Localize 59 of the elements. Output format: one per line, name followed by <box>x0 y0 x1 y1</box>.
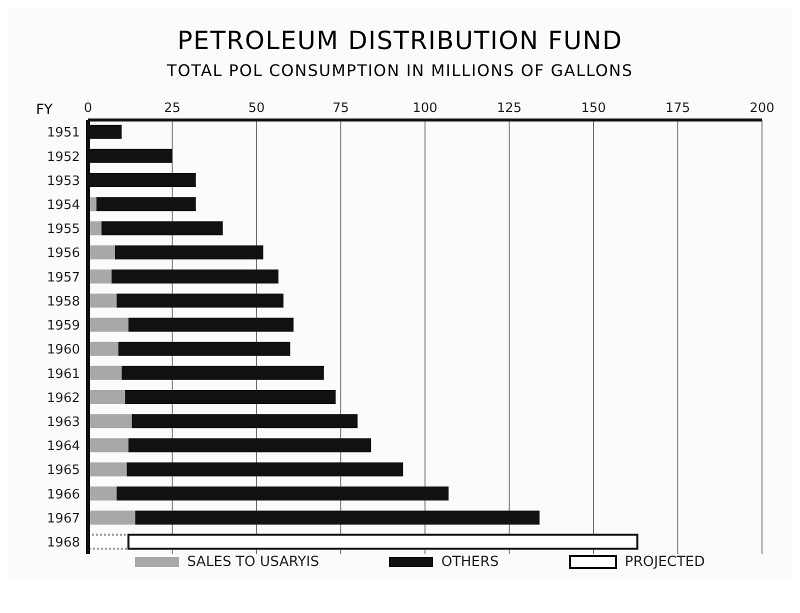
bar <box>88 318 128 332</box>
bar <box>88 486 117 500</box>
y-tick-label: 1965 <box>46 463 80 478</box>
x-tick-label: 25 <box>164 101 181 116</box>
bar <box>135 510 540 525</box>
bar <box>128 318 294 332</box>
bar <box>128 438 372 452</box>
bar <box>88 294 117 308</box>
bar <box>126 462 404 476</box>
bar <box>122 366 324 380</box>
bar <box>101 221 223 236</box>
x-tick-label: 50 <box>248 101 265 116</box>
bar <box>114 245 264 260</box>
y-tick-label: 1967 <box>46 511 80 526</box>
y-tick-label: 1953 <box>46 174 80 189</box>
x-tick-label: 0 <box>84 101 92 116</box>
y-tick-label: 1963 <box>46 415 80 430</box>
bar <box>88 462 127 476</box>
bar <box>88 269 112 284</box>
y-tick-label: 1951 <box>46 126 80 141</box>
chart-title: PETROLEUM DISTRIBUTION FUND <box>176 25 624 55</box>
bar <box>88 510 136 525</box>
y-tick-label: 1968 <box>46 536 80 551</box>
chart-subtitle: TOTAL POL CONSUMPTION IN MILLIONS OF GALLONS <box>166 60 634 80</box>
bar <box>88 390 126 404</box>
x-tick-label: 175 <box>665 101 690 116</box>
legend-label: SALES TO USARYIS <box>187 554 320 570</box>
bar <box>88 414 132 428</box>
x-tick-label: 150 <box>581 101 606 116</box>
bar <box>88 342 118 356</box>
x-tick-label: 75 <box>332 101 350 116</box>
x-tick-label: 100 <box>412 101 438 116</box>
y-tick-label: 1959 <box>46 318 80 334</box>
y-tick-label: 1962 <box>46 390 80 406</box>
y-tick-label: 1960 <box>46 342 80 358</box>
y-tick-label: 1955 <box>46 222 80 238</box>
y-tick-label: 1958 <box>46 294 80 310</box>
legend-label: PROJECTED <box>624 554 705 570</box>
y-tick-label: 1956 <box>46 246 80 262</box>
bar <box>116 486 449 500</box>
y-tick-label: 1966 <box>46 487 80 502</box>
legend-label: OTHERS <box>441 554 499 570</box>
bar <box>88 245 115 260</box>
bar <box>88 366 122 380</box>
y-tick-label: 1954 <box>46 198 80 214</box>
bar <box>116 294 284 308</box>
y-axis-title: FY <box>36 102 53 118</box>
bar <box>132 414 358 428</box>
bar <box>96 197 196 212</box>
x-tick-label: 125 <box>496 101 522 116</box>
bar <box>125 390 336 404</box>
y-tick-label: 1964 <box>46 439 80 454</box>
y-tick-label: 1961 <box>46 366 80 382</box>
y-tick-label: 1957 <box>46 270 80 286</box>
bar <box>88 438 128 452</box>
x-tick-label: 200 <box>750 101 774 116</box>
bar <box>118 342 290 356</box>
y-tick-label: 1952 <box>46 150 80 165</box>
bar <box>112 269 278 284</box>
